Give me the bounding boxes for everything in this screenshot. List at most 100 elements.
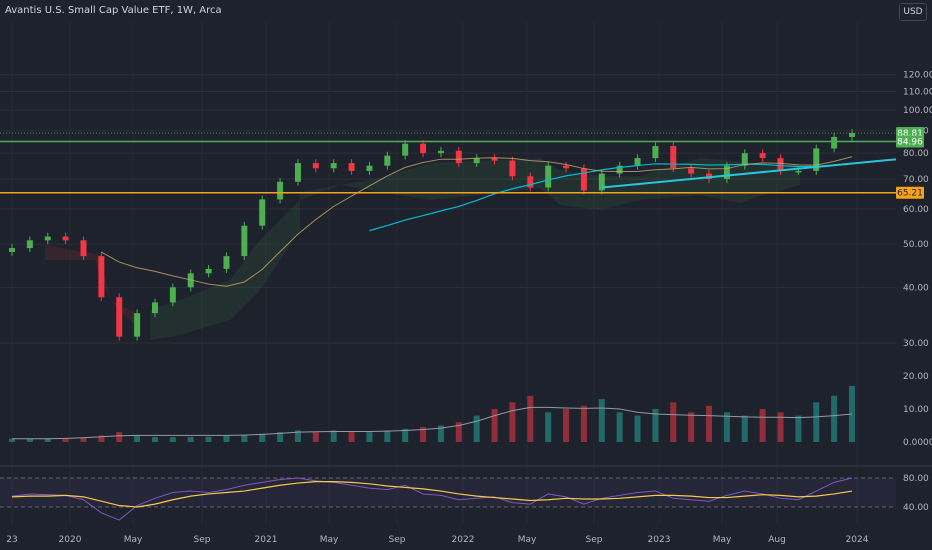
candle-body	[491, 158, 498, 161]
x-tick-label: 2021	[255, 535, 278, 545]
x-tick-label: May	[320, 535, 339, 545]
volume-bar	[455, 422, 462, 442]
trendline	[601, 158, 897, 189]
candle-body	[849, 132, 855, 137]
volume-bar	[813, 402, 820, 442]
candle-body	[545, 165, 552, 188]
resistance-price-label: 84.96	[897, 138, 923, 148]
candle-body	[330, 163, 337, 169]
candle-body	[420, 143, 427, 154]
candle-body	[402, 143, 409, 156]
candle-body	[348, 163, 355, 171]
candle-body	[509, 160, 516, 177]
volume-bar	[26, 438, 33, 442]
rsi-tick-label: 40.00	[903, 503, 929, 513]
volume-bar	[580, 405, 587, 442]
candle-body	[795, 170, 802, 173]
volume-bar	[437, 425, 444, 442]
rsi-pane	[11, 477, 853, 521]
x-tick-label: Aug	[768, 535, 786, 545]
volume-bar	[330, 430, 337, 442]
volume-bar	[670, 402, 677, 442]
volume-bar	[44, 438, 51, 442]
candle-body	[580, 168, 587, 191]
candle-body	[116, 297, 123, 337]
volume-bar	[831, 395, 838, 442]
rsi-tick-label: 80.00	[903, 474, 929, 484]
candle-body	[277, 181, 284, 200]
candle-body	[169, 287, 176, 303]
y-tick-label: 50.00	[903, 240, 929, 250]
volume-bar	[795, 415, 802, 442]
band-red	[45, 245, 140, 330]
axes: 120.00110.00100.0090.0080.0070.0060.0050…	[6, 71, 932, 545]
volume-pane	[9, 385, 855, 442]
candle-body	[437, 150, 444, 154]
volume-bar	[616, 412, 623, 442]
rsi-ma-line	[11, 481, 853, 508]
volume-bar	[759, 409, 766, 442]
band-lower	[150, 200, 300, 340]
currency-button[interactable]: USD	[899, 3, 927, 21]
y-tick-label: 60.00	[903, 205, 929, 215]
current-price-label: 88.81	[897, 129, 923, 139]
ma-mid-line	[101, 156, 853, 287]
volume-tick-label: 20.00	[903, 372, 929, 382]
volume-bar	[402, 428, 409, 442]
ma-long-line	[369, 163, 853, 232]
candle-body	[527, 176, 534, 188]
x-tick-label: Sep	[194, 535, 211, 545]
x-tick-label: 2023	[648, 535, 671, 545]
y-tick-label: 100.00	[903, 106, 932, 116]
candle-body	[9, 248, 15, 252]
volume-bar	[151, 437, 158, 442]
candle-body	[80, 240, 87, 257]
candle-body	[741, 153, 748, 166]
volume-bar	[294, 430, 301, 442]
volume-bar	[259, 433, 266, 442]
volume-bar	[277, 432, 284, 442]
candle-body	[384, 155, 391, 166]
volume-bar	[205, 436, 212, 442]
chart-title: Avantis U.S. Small Cap Value ETF, 1W, Ar…	[5, 5, 222, 16]
volume-ma-line	[12, 406, 853, 440]
y-tick-label: 120.00	[903, 71, 932, 81]
x-tick-label: May	[124, 535, 143, 545]
volume-bar	[420, 427, 427, 442]
x-tick-label: 2020	[59, 535, 82, 545]
candle-body	[62, 236, 69, 241]
volume-bar	[116, 432, 123, 442]
candle-body	[205, 268, 212, 274]
volume-bar	[223, 436, 230, 442]
candle-body	[616, 165, 623, 174]
y-tick-label: 80.00	[903, 149, 929, 159]
support-price-label-tag	[896, 186, 924, 199]
rsi-line	[11, 477, 853, 521]
volume-bar	[634, 415, 641, 442]
candle-body	[598, 173, 605, 191]
volume-tick-label: 10.00	[903, 405, 929, 415]
candle-body	[777, 158, 784, 171]
candle-body	[366, 165, 373, 171]
candles	[9, 129, 855, 341]
volume-bar	[366, 432, 373, 442]
candle-body	[259, 199, 266, 226]
candle-body	[312, 163, 319, 169]
x-tick-label: 2022	[452, 535, 475, 545]
x-tick-label: Sep	[586, 535, 603, 545]
candle-body	[652, 146, 659, 159]
candle-body	[241, 225, 248, 257]
candle-body	[26, 240, 33, 249]
candle-body	[44, 236, 51, 241]
volume-bar	[169, 437, 176, 442]
indicator-lines	[0, 132, 897, 287]
y-tick-label: 40.00	[903, 283, 929, 293]
x-tick-label: Sep	[389, 535, 406, 545]
candle-body	[563, 165, 570, 169]
volume-bar	[134, 435, 141, 442]
volume-bar	[348, 432, 355, 442]
candle-body	[473, 158, 480, 164]
volume-bar	[527, 395, 534, 442]
